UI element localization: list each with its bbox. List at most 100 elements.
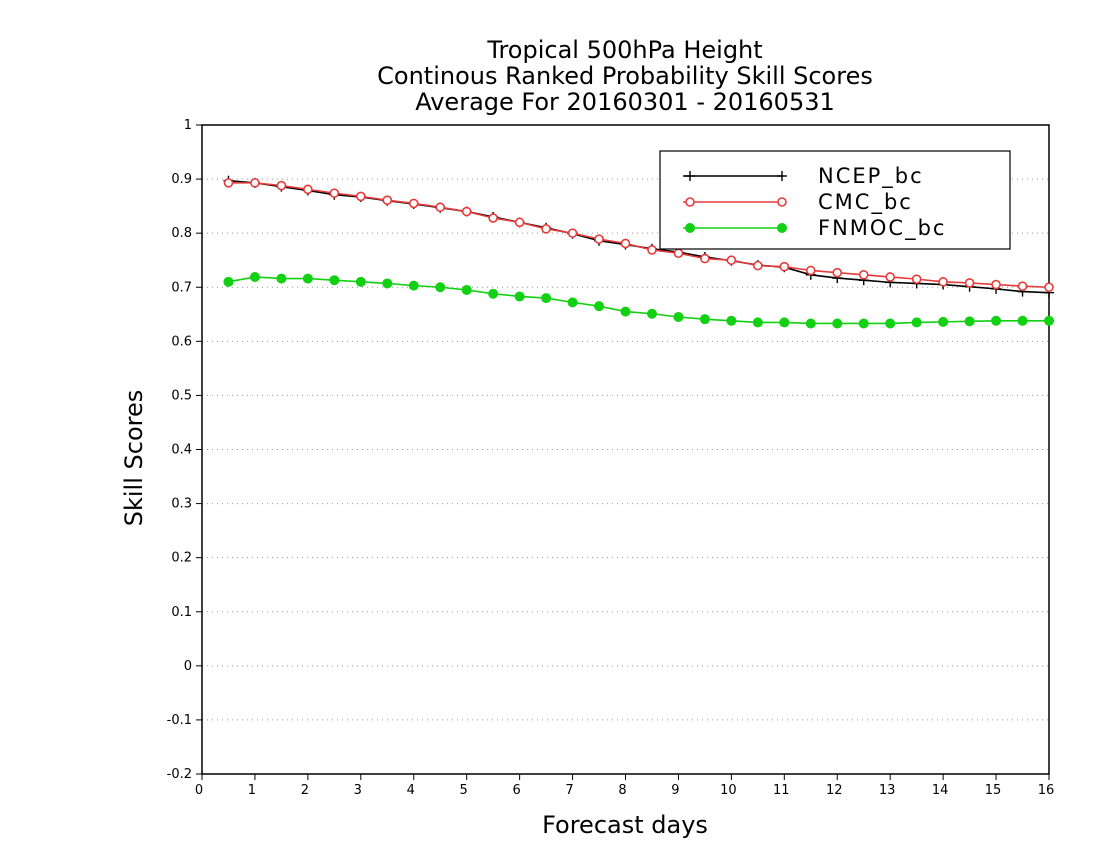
x-tick-label: 10 [720,783,737,798]
x-tick-label: 15 [985,783,1002,798]
y-tick-label: 1 [184,118,192,133]
legend-label: CMC_bc [818,190,913,215]
legend-item-fnmoc-bc: FNMOC_bc [683,216,946,241]
data-point-cmc-bc [779,261,790,272]
data-point-cmc-bc [461,206,472,217]
chart-title-line-1: Tropical 500hPa Height [486,36,762,64]
data-point-cmc-bc [541,224,551,234]
data-point-fnmoc-bc [938,316,949,327]
data-point-cmc-bc [753,260,763,271]
x-tick-label: 2 [301,783,309,798]
data-point-fnmoc-bc [488,288,499,299]
data-point-fnmoc-bc [858,318,869,329]
data-point-fnmoc-bc [885,318,896,329]
data-point-fnmoc-bc [964,316,975,327]
data-point-fnmoc-bc [779,317,790,328]
data-point-fnmoc-bc [382,278,393,289]
data-point-fnmoc-bc [832,318,843,329]
y-tick-label: 0.3 [171,497,192,512]
data-point-cmc-bc [435,202,446,213]
series-cmc-bc [223,178,1054,293]
chart-title-line-3: Average For 20160301 - 20160531 [415,88,835,116]
data-point-fnmoc-bc [991,315,1002,326]
data-point-fnmoc-bc [594,301,605,312]
legend-marker [685,197,695,207]
y-tick-label: 0.2 [171,551,192,566]
x-tick-label: 8 [618,783,626,798]
data-point-fnmoc-bc [408,280,419,291]
y-tick-label: 0 [184,659,192,674]
x-tick-label: 12 [826,783,843,798]
y-axis-label: Skill Scores [120,390,148,527]
y-tick-label: 0.8 [171,226,192,241]
data-point-fnmoc-bc [620,306,631,317]
data-point-cmc-bc [964,278,975,288]
x-tick-label: 0 [195,783,203,798]
legend-item-cmc-bc: CMC_bc [683,190,913,215]
data-point-cmc-bc [594,234,604,244]
y-tick-label: -0.2 [167,767,192,782]
y-tick-label: -0.1 [167,713,192,728]
data-point-fnmoc-bc [461,284,472,295]
data-point-fnmoc-bc [276,273,287,284]
data-point-fnmoc-bc [302,273,313,284]
x-tick-label: 1 [248,783,256,798]
y-tick-label: 0.7 [171,280,192,295]
data-point-cmc-bc [700,253,710,264]
legend-marker [685,223,695,233]
legend-label: NCEP_bc [818,164,924,189]
y-tick-label: 0.1 [171,605,192,620]
data-point-cmc-bc [329,188,340,198]
data-point-cmc-bc [303,184,313,195]
y-tick-label: 0.4 [171,443,192,458]
y-tick-label: 0.6 [171,334,192,349]
data-point-fnmoc-bc [1044,315,1054,326]
data-point-fnmoc-bc [699,314,710,325]
data-point-cmc-bc [223,178,234,188]
data-point-fnmoc-bc [567,297,578,308]
legend-marker [777,197,787,207]
data-point-cmc-bc [673,248,684,258]
data-point-fnmoc-bc [1017,315,1028,326]
data-point-fnmoc-bc [646,308,657,319]
x-tick-label: 9 [671,783,679,798]
x-axis-label: Forecast days [542,811,708,839]
y-axis: -0.2 -0.1 0 0.1 0.2 0.3 0.4 0.5 0.6 0.7 0.8 0.9 1 [167,118,202,782]
legend-marker [685,171,695,181]
chart-title: Tropical 500hPa Height Continous Ranked … [377,36,873,116]
data-point-fnmoc-bc [752,317,763,328]
series-fnmoc-bc [223,271,1054,329]
data-point-fnmoc-bc [673,311,684,322]
x-tick-label: 7 [565,783,573,798]
data-point-cmc-bc [1017,281,1028,291]
data-point-cmc-bc [250,178,260,188]
series-layer [223,175,1054,329]
data-point-cmc-bc [911,274,922,284]
legend-marker [777,171,787,181]
data-point-fnmoc-bc [223,276,234,287]
data-point-cmc-bc [514,217,525,228]
x-tick-label: 16 [1038,783,1055,798]
x-tick-label: 14 [932,783,949,798]
legend-item-ncep-bc: NCEP_bc [683,164,924,189]
data-point-cmc-bc [726,255,737,266]
y-tick-label: 0.5 [171,388,192,403]
legend-marker [777,223,787,233]
legend-label: FNMOC_bc [818,216,946,241]
data-point-cmc-bc [382,195,393,205]
data-point-cmc-bc [991,279,1001,290]
x-tick-label: 3 [354,783,362,798]
data-point-cmc-bc [938,277,948,287]
x-tick-label: 5 [460,783,468,798]
x-axis: 0 1 2 3 4 5 6 7 8 9 10 11 12 13 14 15 16 [195,774,1054,798]
x-tick-label: 13 [879,783,896,798]
data-point-fnmoc-bc [249,271,260,282]
data-point-cmc-bc [620,238,631,249]
data-point-fnmoc-bc [726,315,737,326]
data-point-fnmoc-bc [514,291,525,302]
legend-box [659,150,1011,250]
data-point-cmc-bc [356,191,366,202]
